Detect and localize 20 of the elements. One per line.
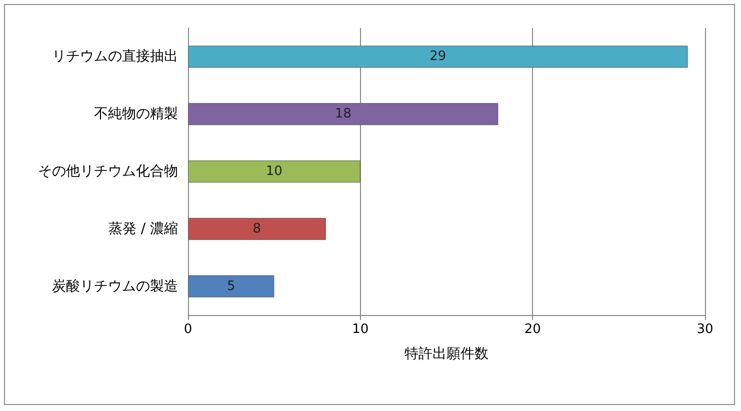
- bar: [188, 103, 498, 126]
- data-label: 10: [266, 164, 282, 179]
- x-tick-label: 0: [184, 322, 192, 337]
- data-label: 18: [334, 106, 352, 122]
- bar: [188, 275, 274, 298]
- bar: [188, 218, 326, 240]
- data-label: 8: [252, 221, 262, 236]
- data-label: 5: [226, 278, 236, 294]
- y-tick-label: その他リチウム化合物: [38, 164, 178, 180]
- y-tick-label: 不純物の精製: [94, 106, 178, 122]
- x-tick-label: 30: [696, 322, 714, 337]
- data-label: 29: [430, 49, 446, 64]
- bar: [188, 46, 688, 68]
- y-tick-label: リチウムの直接抽出: [52, 48, 178, 65]
- bar: [188, 160, 360, 182]
- y-tick-label: 蒸発 / 濃縮: [108, 220, 178, 237]
- y-tick-label: 炭酸リチウムの製造: [52, 278, 178, 294]
- x-axis-title: 特許出願件数: [404, 346, 488, 362]
- x-tick-label: 20: [524, 322, 541, 337]
- x-tick-label: 10: [352, 322, 369, 337]
